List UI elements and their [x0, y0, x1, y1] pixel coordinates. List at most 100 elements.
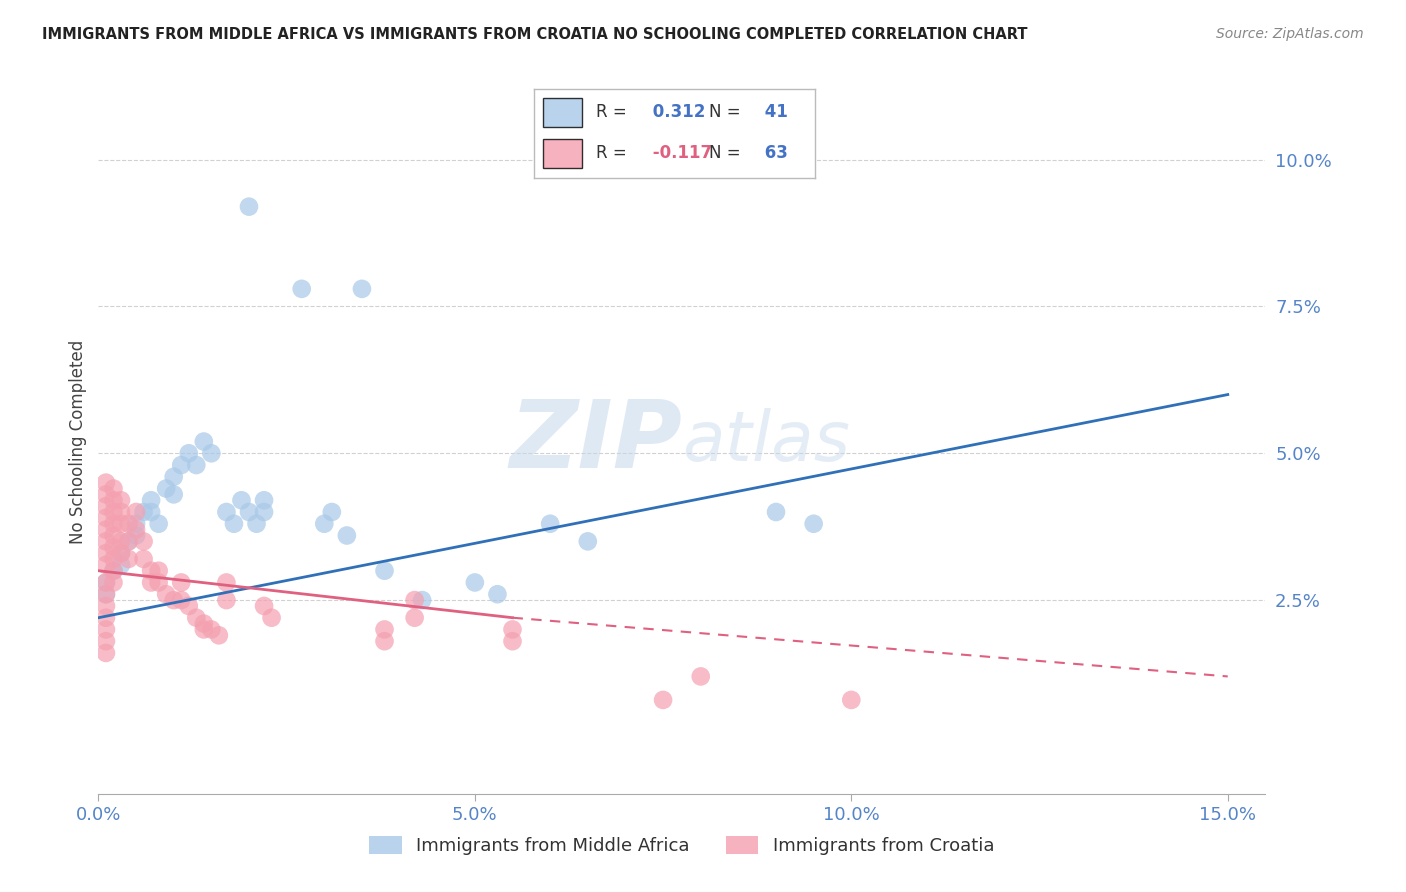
FancyBboxPatch shape: [543, 98, 582, 127]
Point: [253, 493, 276, 508]
Point: [110, 516, 132, 531]
Point: [94, 487, 117, 501]
Point: [103, 493, 125, 508]
Text: N =: N =: [709, 145, 740, 162]
Point: [94, 587, 117, 601]
Point: [94, 610, 117, 624]
Point: [222, 516, 245, 531]
Point: [163, 593, 186, 607]
Point: [94, 599, 117, 613]
Point: [94, 623, 117, 637]
Point: [155, 587, 177, 601]
Point: [193, 616, 215, 631]
Point: [186, 610, 208, 624]
Point: [110, 505, 132, 519]
Point: [411, 593, 433, 607]
Point: [177, 446, 200, 460]
Point: [155, 482, 177, 496]
Point: [94, 575, 117, 590]
Point: [373, 564, 395, 578]
Point: [139, 564, 162, 578]
Point: [94, 634, 117, 648]
Point: [502, 623, 524, 637]
Point: [125, 505, 148, 519]
Point: [103, 552, 125, 566]
Text: R =: R =: [596, 145, 627, 162]
Point: [94, 499, 117, 513]
Point: [110, 558, 132, 572]
Point: [103, 564, 125, 578]
Point: [94, 646, 117, 660]
Point: [215, 575, 238, 590]
Legend: Immigrants from Middle Africa, Immigrants from Croatia: Immigrants from Middle Africa, Immigrant…: [363, 829, 1001, 863]
Point: [103, 528, 125, 542]
Point: [94, 587, 117, 601]
Text: atlas: atlas: [682, 408, 849, 475]
Point: [215, 593, 238, 607]
Point: [103, 482, 125, 496]
Point: [117, 516, 139, 531]
Text: -0.117: -0.117: [647, 145, 711, 162]
Point: [373, 623, 395, 637]
Y-axis label: No Schooling Completed: No Schooling Completed: [69, 340, 87, 543]
Point: [110, 493, 132, 508]
Point: [94, 575, 117, 590]
FancyBboxPatch shape: [543, 139, 582, 168]
Point: [132, 505, 155, 519]
Point: [94, 534, 117, 549]
Point: [200, 623, 222, 637]
Point: [314, 516, 336, 531]
Point: [148, 575, 170, 590]
Point: [186, 458, 208, 472]
Point: [103, 505, 125, 519]
Point: [193, 434, 215, 449]
Point: [404, 593, 426, 607]
Point: [373, 634, 395, 648]
Point: [350, 282, 373, 296]
Point: [103, 564, 125, 578]
Point: [502, 634, 524, 648]
Point: [291, 282, 314, 296]
Point: [177, 599, 200, 613]
Point: [538, 516, 561, 531]
Text: 0.312: 0.312: [647, 103, 706, 121]
Point: [404, 610, 426, 624]
Point: [193, 623, 215, 637]
Point: [260, 610, 283, 624]
Point: [125, 528, 148, 542]
Point: [94, 558, 117, 572]
Point: [103, 516, 125, 531]
Point: [117, 534, 139, 549]
Point: [139, 493, 162, 508]
Point: [94, 475, 117, 490]
Text: 63: 63: [759, 145, 789, 162]
Point: [576, 534, 599, 549]
Point: [321, 505, 343, 519]
Point: [200, 446, 222, 460]
Text: IMMIGRANTS FROM MIDDLE AFRICA VS IMMIGRANTS FROM CROATIA NO SCHOOLING COMPLETED : IMMIGRANTS FROM MIDDLE AFRICA VS IMMIGRA…: [42, 27, 1028, 42]
Point: [163, 487, 186, 501]
Point: [132, 534, 155, 549]
Point: [117, 534, 139, 549]
Point: [803, 516, 825, 531]
Point: [238, 200, 260, 214]
Text: R =: R =: [596, 103, 627, 121]
Point: [132, 552, 155, 566]
Point: [238, 505, 260, 519]
Point: [117, 552, 139, 566]
Text: N =: N =: [709, 103, 740, 121]
Point: [148, 564, 170, 578]
Point: [839, 693, 862, 707]
Point: [110, 546, 132, 560]
Point: [245, 516, 267, 531]
Point: [170, 575, 193, 590]
Point: [215, 505, 238, 519]
Point: [231, 493, 253, 508]
Point: [689, 669, 711, 683]
Point: [103, 575, 125, 590]
Point: [336, 528, 359, 542]
Point: [652, 693, 675, 707]
Point: [125, 516, 148, 531]
Point: [139, 505, 162, 519]
Point: [253, 505, 276, 519]
